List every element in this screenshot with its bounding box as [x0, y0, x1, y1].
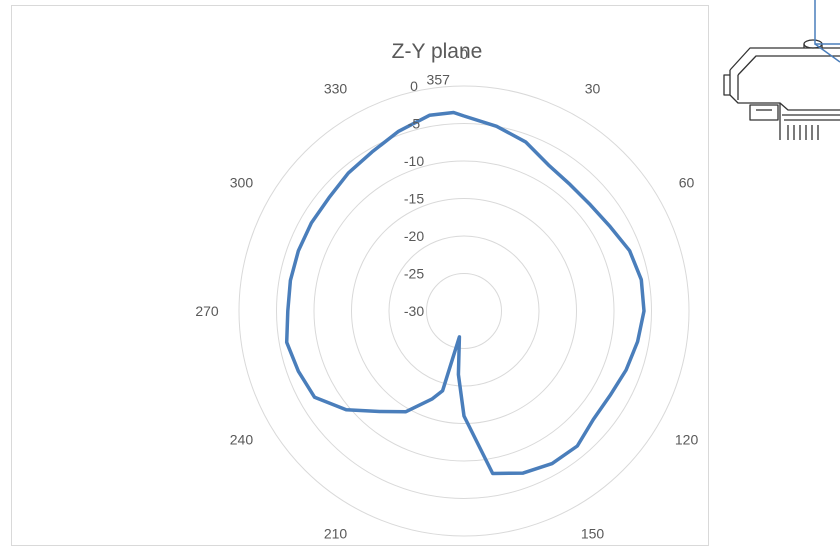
- chart-area: 0-5-10-15-20-25-300306090120150180210240…: [11, 5, 709, 546]
- angle-tick-label: 330: [324, 80, 348, 96]
- chart-title: Z-Y plane: [392, 40, 483, 63]
- angle-tick-label: 270: [195, 303, 219, 319]
- angle-tick-label: 150: [581, 526, 605, 542]
- radial-tick-label: -15: [404, 191, 424, 207]
- last-category-label: 357: [427, 71, 451, 87]
- grid-ring: [238, 85, 690, 537]
- polar-chart: 0-5-10-15-20-25-300306090120150180210240…: [195, 40, 699, 542]
- angle-tick-label: 60: [679, 175, 695, 191]
- grid-ring: [351, 198, 577, 424]
- radial-tick-label: -5: [408, 116, 421, 132]
- angle-tick-label: 30: [585, 80, 601, 96]
- grid-ring: [276, 123, 652, 499]
- radial-tick-label: -20: [404, 228, 424, 244]
- sensor-package-icon: [720, 0, 840, 140]
- series-line: [284, 110, 646, 476]
- radial-tick-label: -25: [404, 266, 424, 282]
- angle-tick-label: 0: [460, 46, 468, 62]
- radial-tick-label: 0: [410, 78, 418, 94]
- grid-ring: [388, 235, 540, 387]
- angle-tick-label: 210: [324, 526, 348, 542]
- angle-tick-label: 300: [230, 175, 254, 191]
- angle-tick-label: 240: [230, 432, 254, 448]
- angle-tick-label: 120: [675, 432, 699, 448]
- radial-tick-label: -10: [404, 153, 424, 169]
- grid-ring: [426, 273, 502, 349]
- grid-ring: [313, 160, 615, 462]
- radial-tick-label: -30: [404, 303, 424, 319]
